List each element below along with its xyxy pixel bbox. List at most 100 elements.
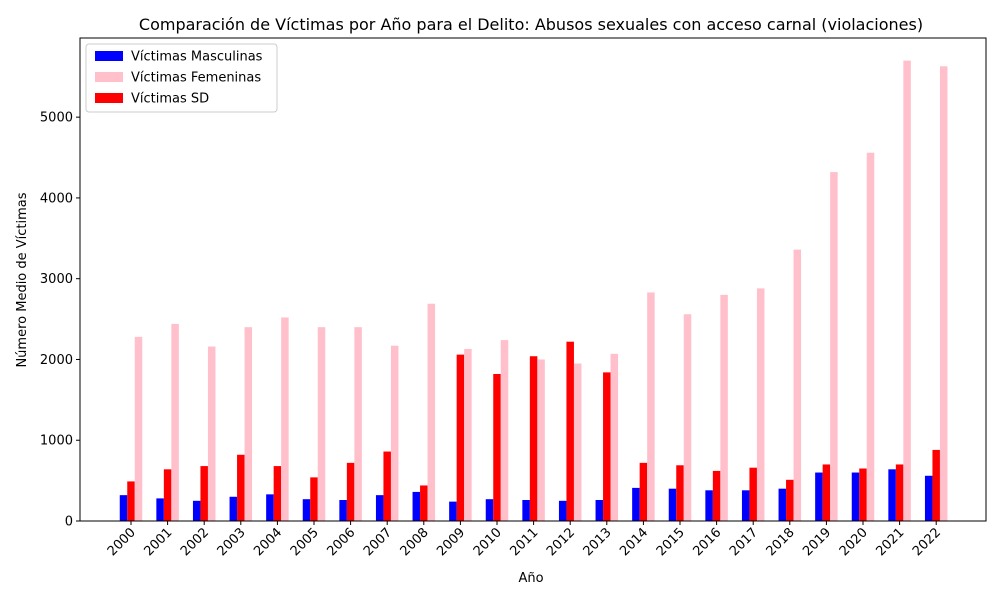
bar-victimas-sd-2022 (932, 449, 940, 521)
bar-victimas-femeninas-2009 (464, 348, 472, 521)
bar-victimas-sd-2002 (200, 466, 208, 521)
x-tick-label: 2022 (910, 525, 944, 559)
bar-victimas-sd-2011 (529, 356, 538, 521)
x-tick-label: 2008 (398, 525, 432, 559)
x-tick-label: 2006 (324, 525, 358, 559)
y-axis-label: Número Medio de Víctimas (15, 192, 30, 367)
x-tick-label: 2015 (654, 525, 688, 559)
x-tick-label: 2000 (105, 525, 139, 559)
bar-victimas-femeninas-2020 (866, 152, 875, 521)
bar-victimas-masculinas-2011 (522, 500, 530, 521)
x-tick-label: 2007 (361, 525, 395, 559)
legend-label: Víctimas SD (131, 92, 209, 107)
bar-victimas-femeninas-2005 (317, 327, 326, 521)
bar-victimas-sd-2001 (163, 469, 172, 521)
bar-victimas-masculinas-2005 (302, 499, 311, 521)
bar-victimas-sd-2012 (566, 341, 574, 521)
x-tick-label: 2005 (288, 525, 322, 559)
chart-title: Comparación de Víctimas por Año para el … (139, 15, 923, 34)
legend-box (85, 43, 278, 113)
bar-victimas-femeninas-2014 (647, 292, 655, 521)
bar-victimas-sd-2008 (420, 485, 428, 521)
bar-victimas-femeninas-2008 (427, 303, 436, 521)
bar-victimas-sd-2015 (676, 465, 684, 521)
x-axis-ticks: 2000 2001 2002 2003 2004 2005 2006 2007 2008 2009… (105, 521, 944, 559)
x-tick-label: 2001 (141, 525, 175, 559)
legend-swatch (95, 72, 123, 82)
y-tick-label: 0 (65, 515, 73, 530)
bar-victimas-masculinas-2018 (778, 488, 787, 521)
axes-frame (79, 37, 987, 522)
legend-swatch (95, 51, 123, 61)
bar-victimas-femeninas-2017 (756, 288, 765, 521)
bar-victimas-femeninas-2022 (939, 66, 948, 522)
bar-victimas-masculinas-2021 (888, 469, 896, 521)
y-tick-label: 4000 (40, 191, 73, 206)
bar-victimas-femeninas-2010 (500, 340, 509, 521)
bar-victimas-femeninas-2001 (171, 323, 179, 521)
bar-victimas-femeninas-2007 (390, 345, 399, 521)
bar-victimas-sd-2009 (456, 354, 465, 521)
bar-victimas-femeninas-2000 (134, 336, 143, 521)
bar-victimas-sd-2016 (712, 470, 721, 521)
bar-victimas-masculinas-2019 (815, 472, 823, 521)
bar-victimas-masculinas-2014 (632, 487, 640, 521)
bar-victimas-sd-2000 (127, 481, 135, 521)
x-tick-label: 2016 (690, 525, 724, 559)
y-tick-label: 1000 (40, 434, 73, 449)
y-axis-ticks: 0 1000 2000 3000 4000 5000 (40, 111, 80, 530)
bar-victimas-masculinas-2012 (558, 500, 567, 521)
x-tick-label: 2002 (178, 525, 212, 559)
y-tick-label: 5000 (40, 111, 73, 126)
bar-victimas-sd-2017 (749, 467, 757, 521)
bar-victimas-femeninas-2015 (683, 314, 692, 521)
bar-victimas-masculinas-2002 (192, 500, 201, 521)
bar-victimas-masculinas-2020 (851, 472, 860, 521)
x-tick-label: 2011 (507, 525, 541, 559)
bar-victimas-masculinas-2013 (595, 500, 604, 521)
bar-victimas-masculinas-2010 (485, 499, 494, 521)
x-tick-label: 2013 (581, 525, 615, 559)
x-tick-label: 2021 (873, 525, 907, 559)
x-tick-label: 2020 (837, 525, 871, 559)
y-tick-label: 3000 (40, 272, 73, 287)
bar-victimas-sd-2010 (493, 374, 501, 521)
bar-victimas-sd-2003 (237, 454, 245, 521)
legend-swatch (95, 93, 123, 103)
x-tick-label: 2004 (251, 525, 285, 559)
bar-victimas-femeninas-2006 (354, 327, 362, 521)
bar-victimas-femeninas-2011 (537, 359, 545, 521)
bar-victimas-femeninas-2002 (207, 346, 216, 521)
x-axis-label: Año (518, 571, 543, 586)
bar-victimas-femeninas-2004 (281, 317, 289, 521)
plot-area (119, 60, 948, 522)
bar-victimas-masculinas-2022 (924, 475, 933, 521)
bar-victimas-masculinas-2016 (705, 490, 713, 521)
x-tick-label: 2012 (544, 525, 578, 559)
bar-victimas-sd-2014 (639, 462, 648, 521)
bar-victimas-masculinas-2001 (156, 498, 164, 521)
bar-victimas-masculinas-2008 (412, 491, 421, 521)
bar-victimas-sd-2013 (603, 372, 611, 521)
bar-victimas-masculinas-2009 (449, 501, 457, 521)
x-tick-label: 2017 (727, 525, 761, 559)
bar-victimas-sd-2018 (786, 479, 794, 521)
bar-victimas-sd-2004 (273, 466, 282, 521)
x-tick-label: 2009 (434, 525, 468, 559)
bar-victimas-sd-2021 (895, 464, 904, 521)
bar-victimas-femeninas-2021 (903, 60, 911, 522)
bar-victimas-masculinas-2003 (229, 496, 238, 521)
bar-victimas-femeninas-2003 (244, 327, 253, 521)
bar-victimas-masculinas-2000 (119, 495, 128, 521)
bar-victimas-femeninas-2013 (610, 353, 619, 521)
x-tick-label: 2003 (215, 525, 249, 559)
bar-victimas-sd-2020 (859, 468, 867, 521)
bar-victimas-sd-2006 (346, 462, 355, 521)
bar-victimas-masculinas-2015 (668, 488, 677, 521)
legend-label: Víctimas Masculinas (131, 50, 263, 65)
bar-victimas-masculinas-2007 (375, 495, 384, 521)
bar-victimas-femeninas-2018 (793, 249, 802, 521)
x-tick-label: 2014 (617, 525, 651, 559)
legend-label: Víctimas Femeninas (131, 71, 261, 86)
